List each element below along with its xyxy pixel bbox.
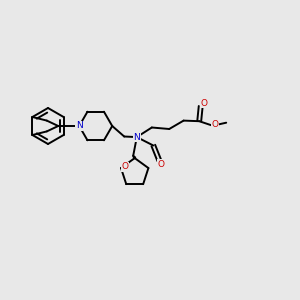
- Text: N: N: [134, 133, 140, 142]
- Text: O: O: [211, 120, 218, 129]
- Text: O: O: [122, 162, 129, 171]
- Text: N: N: [76, 122, 83, 130]
- Text: O: O: [201, 99, 208, 108]
- Text: N: N: [76, 122, 83, 130]
- Polygon shape: [133, 156, 136, 159]
- Text: O: O: [157, 160, 164, 169]
